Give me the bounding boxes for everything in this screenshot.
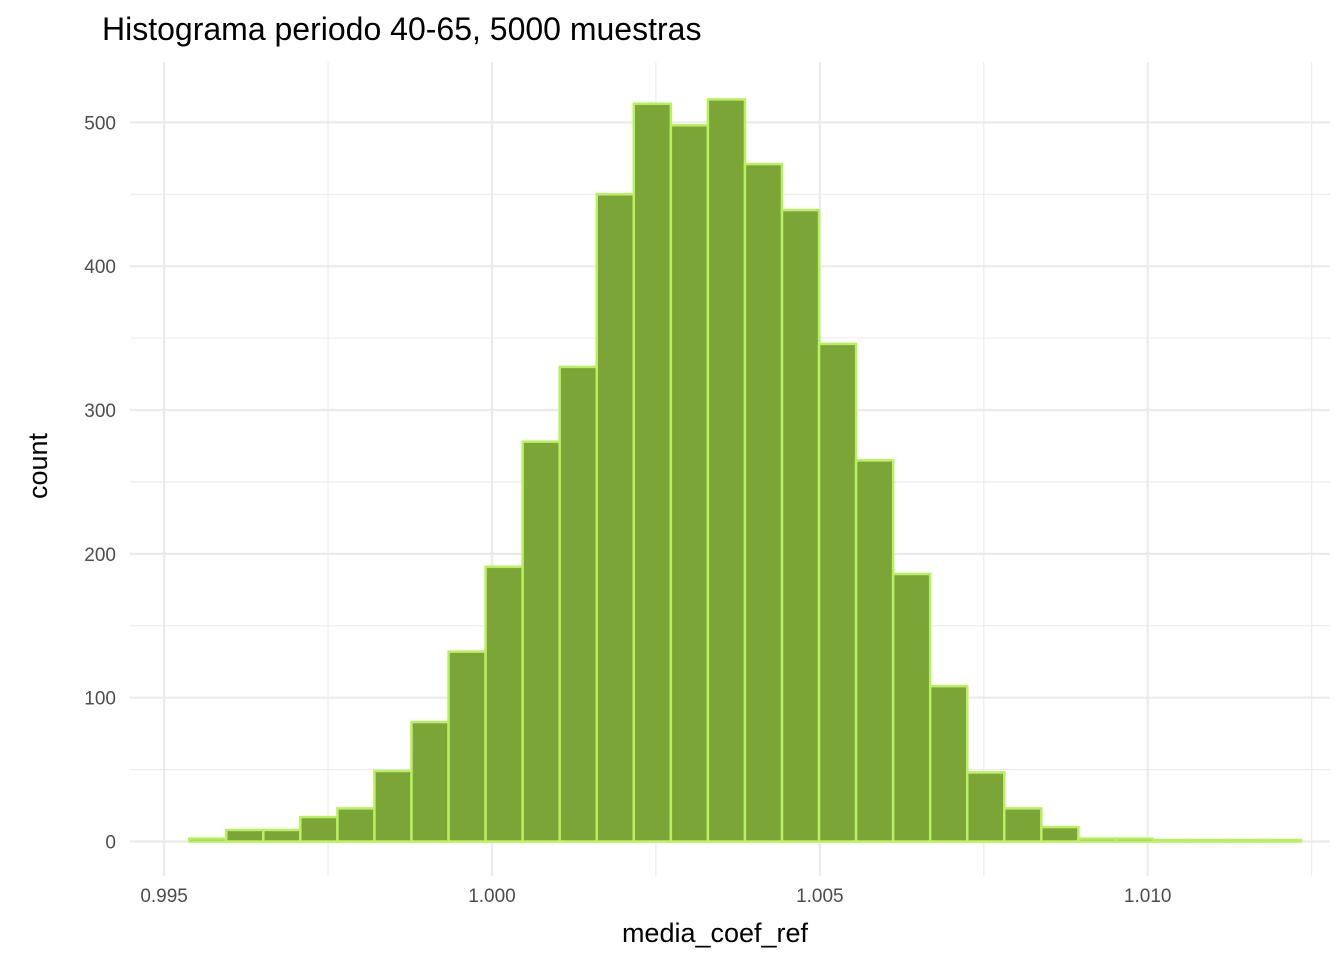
histogram-bar (632, 102, 673, 843)
histogram-bar (743, 162, 784, 843)
histogram-bar (928, 684, 969, 843)
y-tick-label: 200 (84, 545, 116, 566)
histogram-bar (373, 769, 413, 843)
histogram-bar (706, 98, 747, 843)
histogram-bar (1225, 838, 1265, 843)
histogram-bar (484, 565, 524, 843)
x-tick-label: 1.005 (796, 886, 844, 907)
y-tick-label: 0 (105, 832, 116, 853)
y-tick-label: 300 (84, 401, 116, 422)
histogram-bar (595, 193, 636, 843)
chart-title: Histograma periodo 40-65, 5000 muestras (102, 11, 701, 47)
histogram-bar (1151, 838, 1191, 843)
x-tick-label: 1.000 (468, 886, 516, 907)
x-tick-label: 0.995 (140, 886, 188, 907)
histogram-bar (854, 459, 895, 843)
histogram-bar (1040, 825, 1080, 843)
histogram-bar (187, 837, 228, 843)
histogram-bar (669, 124, 710, 843)
histogram-bar (262, 828, 302, 843)
y-tick-label: 500 (84, 113, 116, 134)
histogram-bar (965, 771, 1006, 843)
histogram-bar (299, 815, 339, 843)
histogram-bar (1114, 837, 1154, 843)
bars-group (187, 98, 1302, 843)
histogram-bar (1262, 838, 1302, 843)
histogram-bar (225, 828, 265, 843)
histogram-bar (891, 572, 932, 843)
histogram-bar (336, 807, 376, 843)
histogram-bar (521, 440, 561, 843)
y-axis: 0 100 200 300 400 500 (84, 113, 116, 853)
histogram-bar (558, 365, 599, 843)
histogram-bar (780, 208, 821, 843)
histogram-bar (817, 342, 858, 843)
histogram-bar (1188, 838, 1228, 843)
y-tick-label: 400 (84, 257, 116, 278)
y-axis-title: count (23, 432, 53, 499)
histogram-bar (447, 650, 487, 843)
histogram-bar (410, 720, 450, 843)
y-tick-label: 100 (84, 689, 116, 710)
x-axis: 0.995 1.000 1.005 1.010 (140, 886, 1171, 907)
histogram-bar (1077, 837, 1117, 843)
x-tick-label: 1.010 (1124, 886, 1172, 907)
histogram-bar (1003, 807, 1043, 843)
x-axis-title: media_coef_ref (622, 918, 809, 948)
